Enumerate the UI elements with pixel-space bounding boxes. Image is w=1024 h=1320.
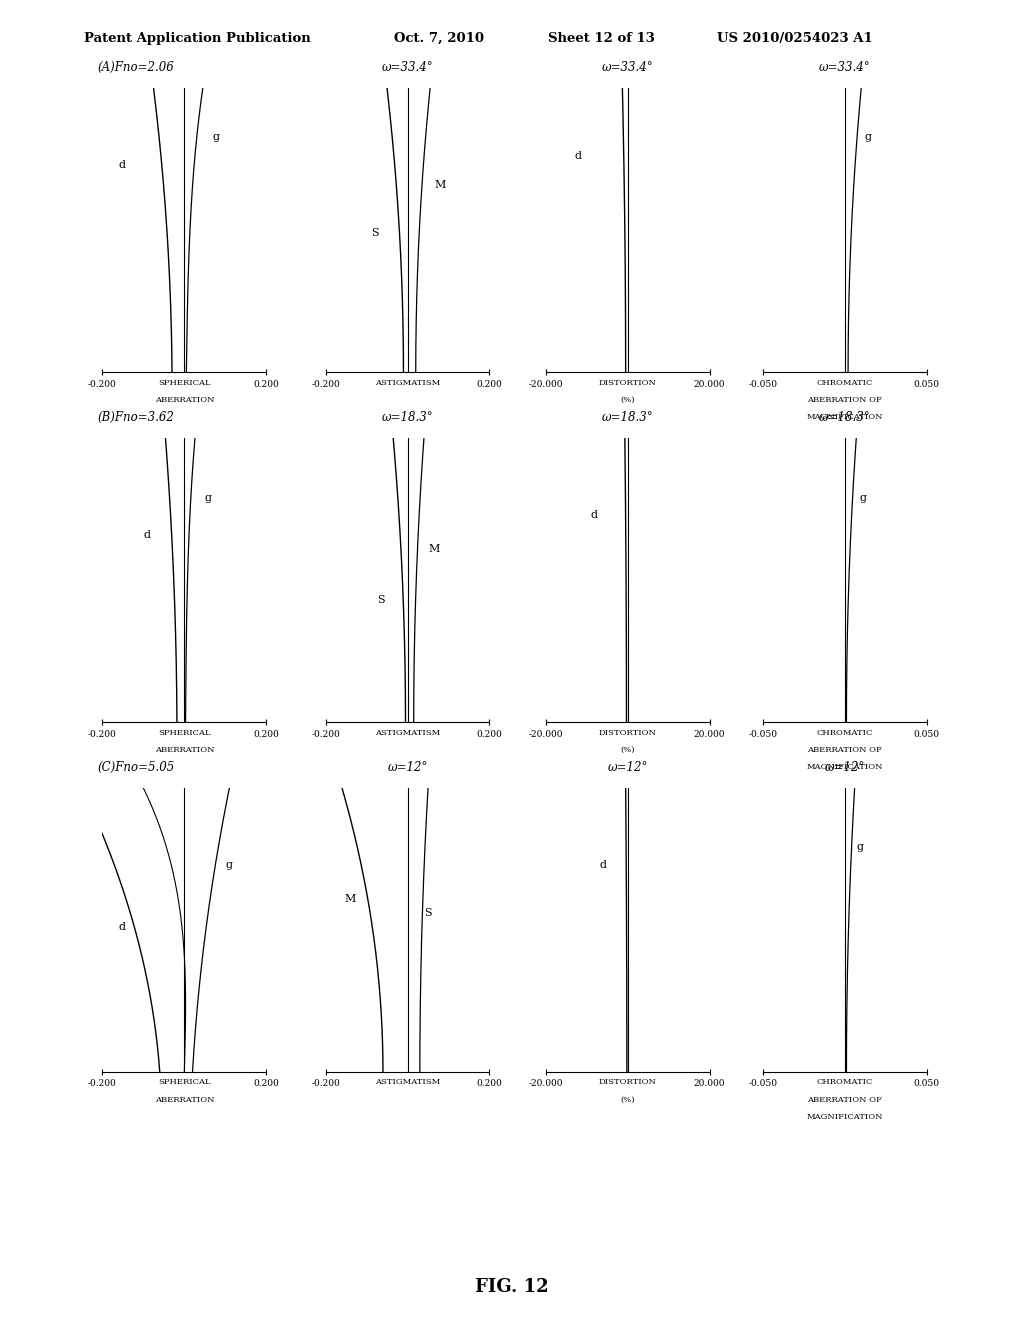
Text: ω=33.4°: ω=33.4° (602, 61, 653, 74)
Text: g: g (856, 842, 863, 853)
Text: SPHERICAL: SPHERICAL (158, 1078, 211, 1086)
Text: d: d (591, 510, 598, 520)
Text: SPHERICAL: SPHERICAL (158, 729, 211, 737)
Text: ω=12°: ω=12° (607, 760, 648, 774)
Text: MAGNIFICATION: MAGNIFICATION (807, 1113, 883, 1121)
Text: ω=18.3°: ω=18.3° (819, 411, 870, 424)
Text: ω=33.4°: ω=33.4° (819, 61, 870, 74)
Text: ABERRATION: ABERRATION (155, 396, 214, 404)
Text: MAGNIFICATION: MAGNIFICATION (807, 413, 883, 421)
Text: CHROMATIC: CHROMATIC (816, 1078, 873, 1086)
Text: g: g (225, 859, 232, 870)
Text: SPHERICAL: SPHERICAL (158, 379, 211, 387)
Text: CHROMATIC: CHROMATIC (816, 729, 873, 737)
Text: MAGNIFICATION: MAGNIFICATION (807, 763, 883, 771)
Text: g: g (859, 492, 866, 503)
Text: ABERRATION: ABERRATION (155, 1096, 214, 1104)
Text: DISTORTION: DISTORTION (599, 1078, 656, 1086)
Text: ω=18.3°: ω=18.3° (602, 411, 653, 424)
Text: ABERRATION OF: ABERRATION OF (807, 746, 883, 754)
Text: CHROMATIC: CHROMATIC (816, 379, 873, 387)
Text: US 2010/0254023 A1: US 2010/0254023 A1 (717, 32, 872, 45)
Text: d: d (119, 921, 126, 932)
Text: ASTIGMATISM: ASTIGMATISM (375, 729, 440, 737)
Text: ω=12°: ω=12° (824, 760, 865, 774)
Text: (C)Fno=5.05: (C)Fno=5.05 (97, 760, 174, 774)
Text: S: S (371, 228, 378, 238)
Text: DISTORTION: DISTORTION (599, 729, 656, 737)
Text: ω=33.4°: ω=33.4° (382, 61, 433, 74)
Text: ω=18.3°: ω=18.3° (382, 411, 433, 424)
Text: S: S (424, 908, 431, 917)
Text: d: d (119, 160, 126, 170)
Text: M: M (344, 894, 355, 904)
Text: ABERRATION: ABERRATION (155, 746, 214, 754)
Text: ω=12°: ω=12° (387, 760, 428, 774)
Text: g: g (213, 132, 220, 141)
Text: (%): (%) (621, 746, 635, 754)
Text: FIG. 12: FIG. 12 (475, 1278, 549, 1296)
Text: M: M (434, 180, 445, 190)
Text: (A)Fno=2.06: (A)Fno=2.06 (97, 61, 174, 74)
Text: ASTIGMATISM: ASTIGMATISM (375, 1078, 440, 1086)
Text: (%): (%) (621, 396, 635, 404)
Text: Patent Application Publication: Patent Application Publication (84, 32, 310, 45)
Text: ASTIGMATISM: ASTIGMATISM (375, 379, 440, 387)
Text: DISTORTION: DISTORTION (599, 379, 656, 387)
Text: g: g (864, 132, 871, 141)
Text: Oct. 7, 2010: Oct. 7, 2010 (394, 32, 484, 45)
Text: M: M (428, 544, 439, 554)
Text: S: S (377, 595, 384, 605)
Text: ABERRATION OF: ABERRATION OF (807, 1096, 883, 1104)
Text: d: d (599, 859, 606, 870)
Text: (%): (%) (621, 1096, 635, 1104)
Text: (B)Fno=3.62: (B)Fno=3.62 (97, 411, 174, 424)
Text: ABERRATION OF: ABERRATION OF (807, 396, 883, 404)
Text: d: d (574, 152, 582, 161)
Text: Sheet 12 of 13: Sheet 12 of 13 (548, 32, 654, 45)
Text: g: g (205, 492, 212, 503)
Text: d: d (143, 529, 151, 540)
